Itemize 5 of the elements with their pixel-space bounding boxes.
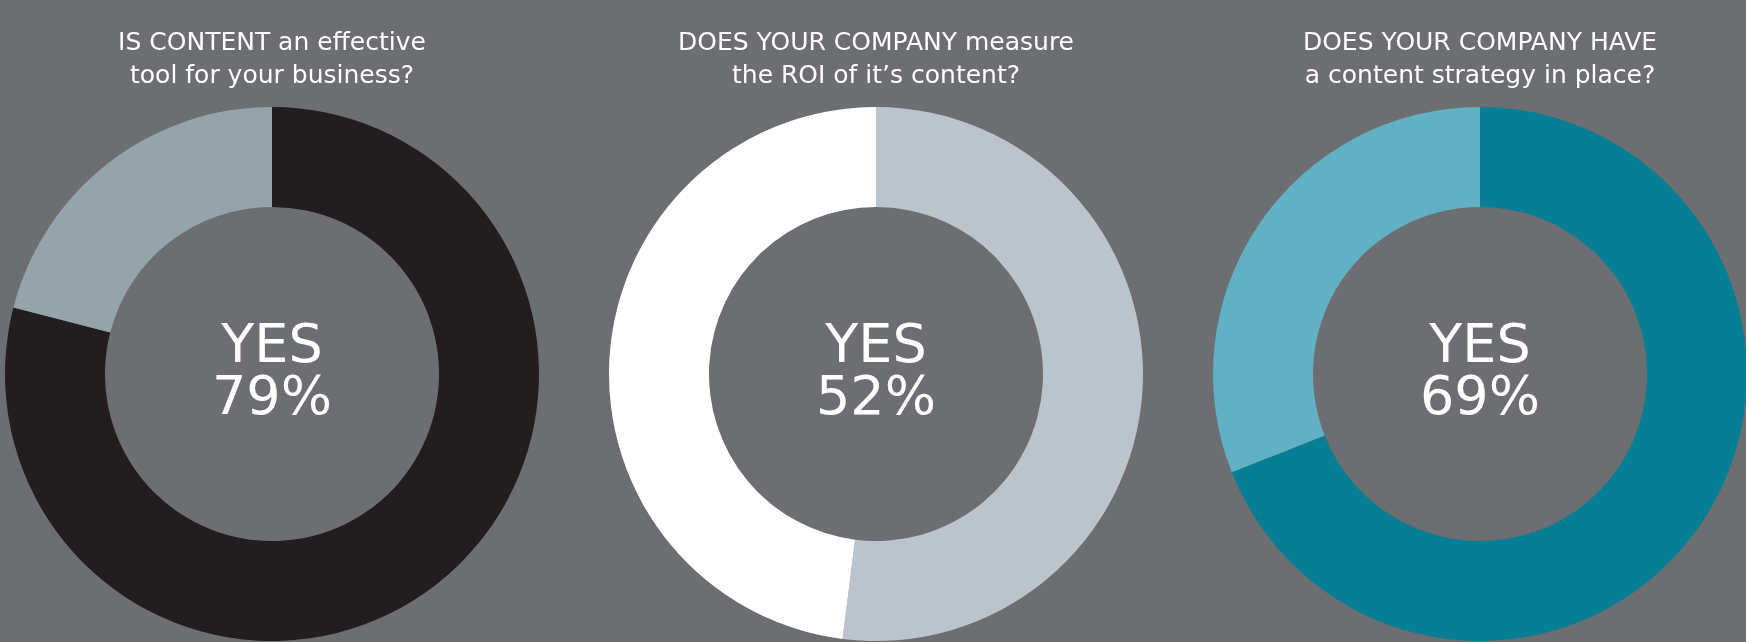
donut-slice (5, 107, 539, 641)
donut-slice (1231, 107, 1746, 641)
chart-title: DOES YOUR COMPANY measure the ROI of it’s content? (678, 27, 1074, 89)
chart-title: DOES YOUR COMPANY HAVE a content strategy in place? (1302, 27, 1658, 89)
chart-title: IS CONTENT an effective tool for your business? (118, 27, 426, 89)
